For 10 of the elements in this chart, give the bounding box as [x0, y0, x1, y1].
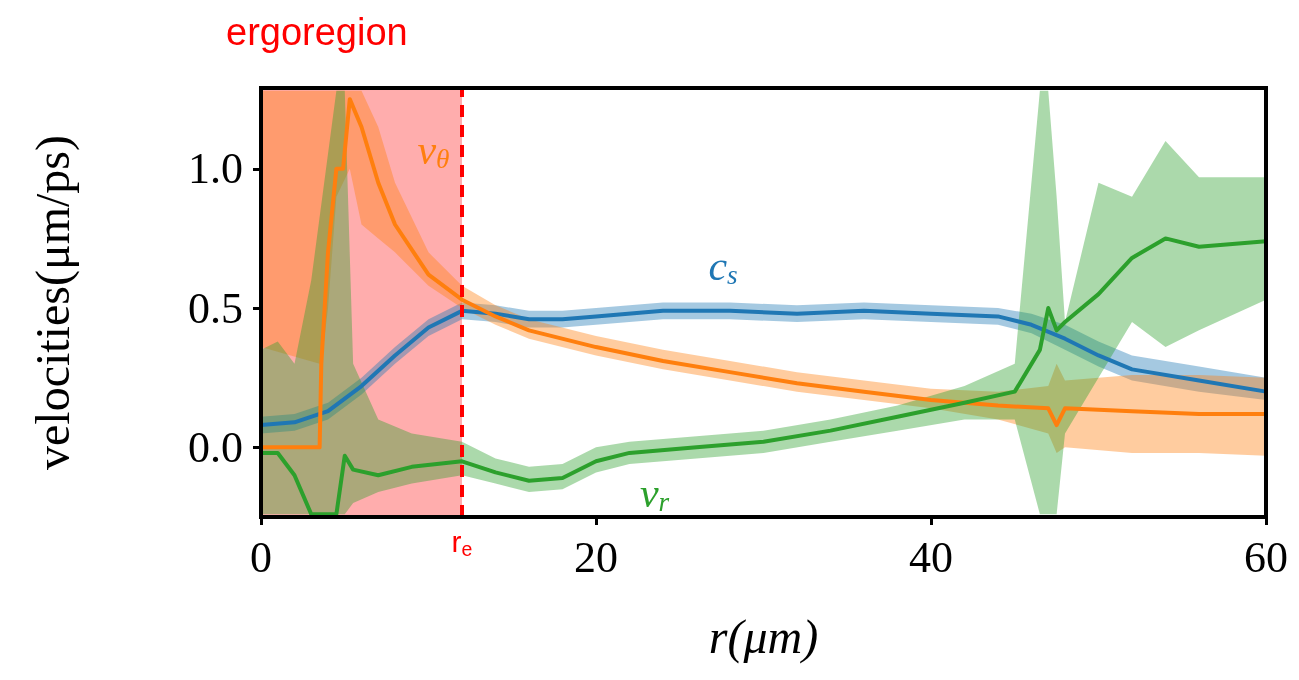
x-tick-label: 40 — [909, 532, 953, 582]
y-tick-label: 0.5 — [188, 283, 243, 333]
y-axis-title: velocities(μm/ps) — [25, 135, 80, 470]
x-axis-title: r(μm) — [708, 609, 819, 664]
x-tick-label: 60 — [1244, 532, 1288, 582]
x-tick-label: 20 — [574, 532, 618, 582]
y-tick-label: 1.0 — [188, 144, 243, 194]
band-label: ergoregion — [226, 11, 408, 53]
x-tick-label: 0 — [250, 532, 272, 582]
y-tick-label: 0.0 — [188, 422, 243, 472]
